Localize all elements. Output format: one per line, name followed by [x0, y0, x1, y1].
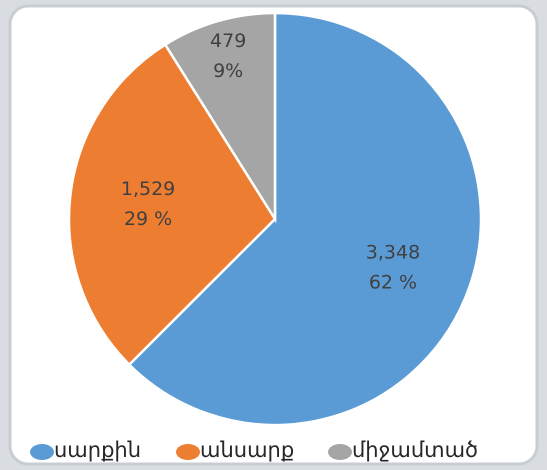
percent-label: 29 % [124, 208, 172, 230]
pie-slice [127, 11, 483, 427]
value-label: 479 [210, 30, 246, 52]
legend-label: սարքին [54, 438, 141, 462]
legend-label: միջամտած [352, 438, 478, 462]
pie-slice [163, 11, 277, 224]
legend-marker [176, 444, 200, 460]
percent-label: 62 % [369, 271, 417, 293]
pie-slice [67, 42, 277, 367]
legend-label: անսարք [200, 438, 294, 462]
percent-label: 9% [213, 60, 243, 82]
value-label: 3,348 [366, 241, 420, 263]
legend-marker [328, 444, 352, 460]
legend-marker [30, 444, 54, 460]
value-label: 1,529 [121, 178, 175, 200]
